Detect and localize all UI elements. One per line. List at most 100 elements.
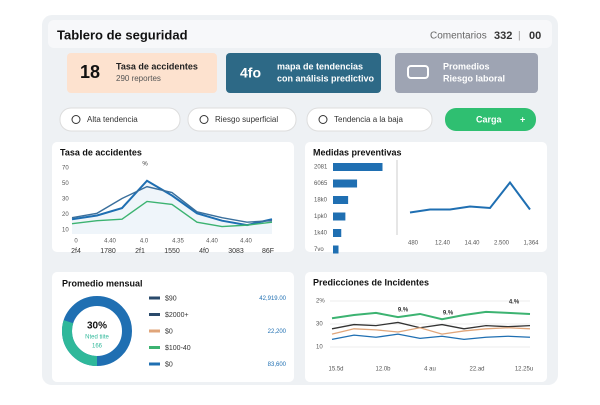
bar <box>333 229 342 237</box>
filter-pill[interactable] <box>306 107 433 132</box>
label: | <box>518 31 521 42</box>
x-label: 0 <box>74 239 78 245</box>
y-label: 20 <box>62 212 69 218</box>
line <box>71 200 273 228</box>
icon: 4fo <box>240 65 261 81</box>
x-label: 4.40 <box>240 239 252 245</box>
label: $100-40 <box>165 345 191 352</box>
label: $0 <box>165 328 173 335</box>
label: 9.% <box>443 311 454 317</box>
label: + <box>520 114 525 124</box>
y-label: 30 <box>62 197 69 203</box>
header-bar <box>48 20 552 48</box>
card <box>226 53 381 93</box>
label: 166 <box>92 344 103 350</box>
y-label: 2% <box>316 299 325 305</box>
label: Riesgo superficial <box>215 115 278 124</box>
x-label: 1780 <box>100 248 116 255</box>
x-label: 4 au <box>424 367 436 373</box>
x-label: 15.5d <box>328 367 343 373</box>
x-label: 2.500 <box>494 241 510 247</box>
label: Predicciones de Incidentes <box>313 277 429 287</box>
title: Tablero de seguridad <box>57 27 188 42</box>
card <box>395 53 538 93</box>
line <box>331 333 531 341</box>
x-label: 4.0 <box>140 239 149 245</box>
y-label: 70 <box>62 166 69 172</box>
line <box>331 310 531 321</box>
label: 83,600 <box>268 362 287 368</box>
label: Nted tiite <box>85 335 109 341</box>
line <box>71 179 273 227</box>
x-label: 4f0 <box>199 248 209 255</box>
button[interactable] <box>445 108 536 131</box>
x-label: 22.ad <box>469 367 484 373</box>
x-label: 4.35 <box>172 239 184 245</box>
label: Tendencia a la baja <box>334 115 403 124</box>
label: 4.% <box>509 300 520 306</box>
label: 2081 <box>314 165 328 171</box>
x-label: 14.40 <box>464 241 480 247</box>
x-label: 86F <box>262 248 274 255</box>
area <box>72 180 272 234</box>
label: 6065 <box>314 181 328 187</box>
filter-pill[interactable] <box>59 107 181 132</box>
donut-segment <box>62 296 132 366</box>
filter-icon <box>71 115 81 124</box>
label: 1pk0 <box>314 214 328 220</box>
label: 22,200 <box>268 329 287 335</box>
label: Promedio mensual <box>62 278 143 288</box>
label: 18 <box>80 62 100 82</box>
x-label: 2f1 <box>135 248 145 255</box>
label: 00 <box>529 30 541 42</box>
label: 30% <box>87 321 107 332</box>
bar <box>333 212 346 221</box>
label: Tasa de accidentes <box>60 147 142 157</box>
x-label: 4.40 <box>206 239 218 245</box>
filter-icon <box>199 115 209 124</box>
y-label: 10 <box>316 345 323 351</box>
label: Promedios <box>443 61 490 71</box>
x-label: 480 <box>408 241 419 247</box>
line <box>409 180 531 214</box>
bar <box>333 163 383 171</box>
x-label: 12.0b <box>375 367 391 373</box>
label: $90 <box>165 295 177 302</box>
x-label: 2f4 <box>71 248 81 255</box>
label: con análisis predictivo <box>277 73 375 83</box>
label: Tasa de accidentes <box>116 61 198 71</box>
x-label: 1,364 <box>523 241 539 247</box>
card <box>67 53 217 93</box>
x-label: 12.25u <box>515 367 533 373</box>
icon <box>407 65 429 79</box>
line <box>331 321 531 330</box>
bar <box>333 245 339 254</box>
label: mapa de tendencias <box>277 61 363 71</box>
label: Carga <box>476 114 503 124</box>
label: 7vo <box>314 247 324 253</box>
label: $2000+ <box>165 312 189 319</box>
x-label: 3083 <box>228 248 244 255</box>
label: Comentarios <box>430 31 487 42</box>
label: 1k40 <box>314 231 328 237</box>
y-label: 30 <box>316 322 323 328</box>
label: 332 <box>494 30 512 42</box>
label: 18k0 <box>314 198 328 204</box>
filter-pill[interactable] <box>187 107 297 132</box>
x-label: 12.40 <box>435 241 451 247</box>
label: 290 reportes <box>116 74 161 83</box>
label: Medidas preventivas <box>313 147 402 157</box>
label: 9.% <box>398 308 409 314</box>
y-label: 10 <box>62 228 69 234</box>
label: % <box>142 162 148 168</box>
x-label: 1550 <box>164 248 180 255</box>
line <box>331 327 531 335</box>
label: Alta tendencia <box>87 115 138 124</box>
y-label: 50 <box>62 181 69 187</box>
label: 42,919.00 <box>259 296 286 302</box>
line <box>71 185 273 223</box>
bar <box>333 196 349 204</box>
label: $0 <box>165 361 173 368</box>
label: Riesgo laboral <box>443 73 505 83</box>
